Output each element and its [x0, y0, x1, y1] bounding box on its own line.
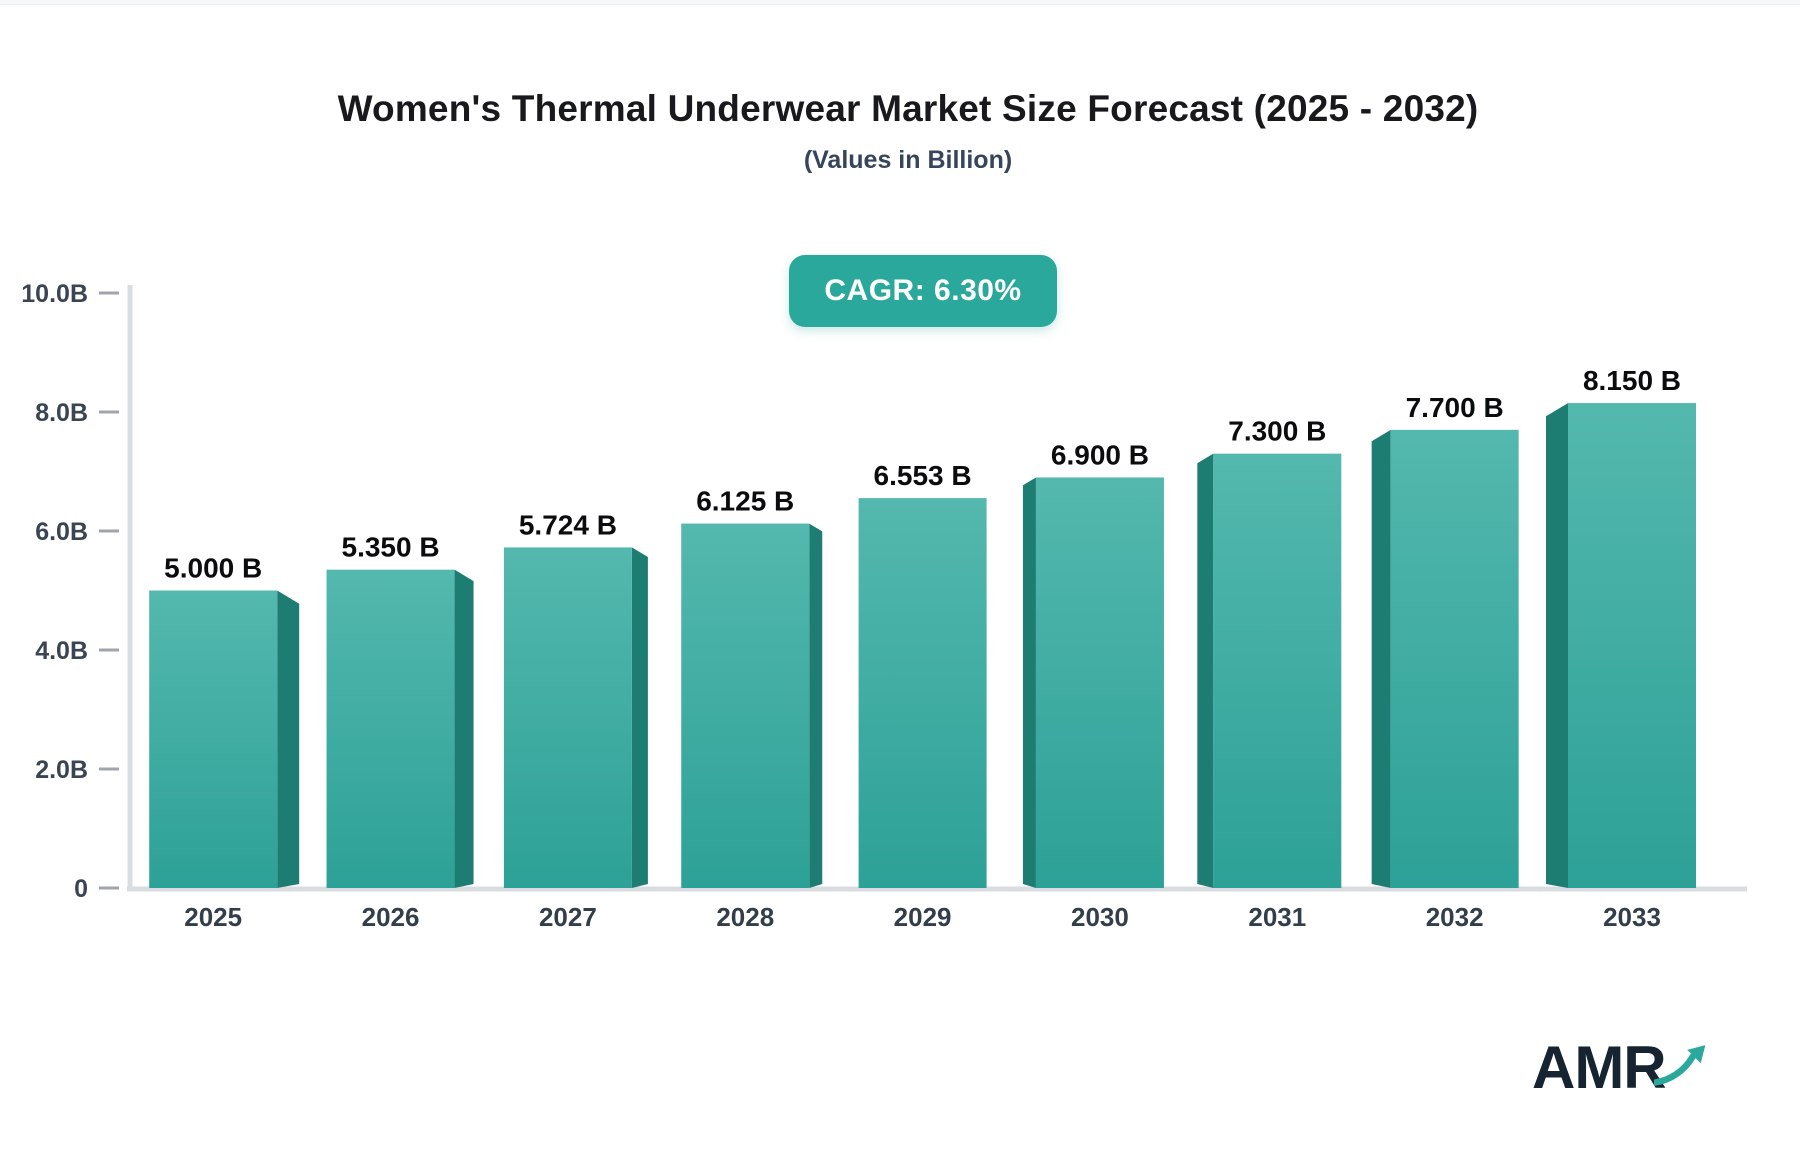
bar-side-face-2027	[631, 547, 648, 888]
y-tick-label: 6.0B	[35, 518, 88, 546]
labels: 5.000 B 2025 5.350 B 2026 5.724 B 2027 6.125 B…	[164, 365, 1681, 932]
x-axis-label-2031: 2031	[1248, 902, 1306, 932]
x-axis-label-2027: 2027	[539, 902, 597, 932]
x-axis-label-2026: 2026	[362, 902, 420, 932]
bar-2030	[1035, 477, 1164, 888]
x-axis-label-2028: 2028	[716, 902, 774, 932]
bar-side-face-2032	[1371, 429, 1391, 888]
x-axis-label-2025: 2025	[184, 902, 242, 932]
bar-side-face-2031	[1197, 453, 1214, 888]
bar-value-label-2030: 6.900 B	[1051, 439, 1149, 470]
bar-value-label-2027: 5.724 B	[519, 509, 617, 540]
y-tick-label: 2.0B	[35, 756, 88, 784]
y-tick-label: 0	[74, 875, 88, 903]
amr-logo: AMR	[1532, 1028, 1712, 1108]
bar-2031	[1213, 453, 1342, 888]
bar-side-face-2033	[1546, 403, 1568, 888]
bar-value-label-2033: 8.150 B	[1583, 365, 1681, 396]
growth-arrow-icon	[1653, 1045, 1705, 1086]
chart-subtitle: (Values in Billion)	[803, 146, 1013, 174]
bar-side-face-2026	[454, 569, 474, 888]
y-tick-label: 10.0B	[21, 280, 88, 308]
cagr-badge: CAGR: 6.30%	[789, 255, 1057, 327]
bar-2026	[326, 569, 455, 888]
y-tick-label: 8.0B	[35, 399, 88, 427]
bar-2032	[1390, 429, 1519, 888]
bar-value-label-2031: 7.300 B	[1228, 416, 1326, 447]
y-tick-label: 4.0B	[35, 637, 88, 665]
bars	[149, 403, 1696, 888]
x-axis-label-2030: 2030	[1071, 902, 1129, 932]
bar-side-face-2030	[1022, 477, 1036, 888]
bar-side-face-2025	[277, 590, 300, 888]
bar-value-label-2028: 6.125 B	[696, 486, 794, 517]
x-axis-label-2029: 2029	[894, 902, 952, 932]
x-axis-label-2033: 2033	[1603, 902, 1661, 932]
bar-2025	[149, 590, 278, 888]
bar-side-face-2028	[809, 523, 823, 888]
bar-2029	[858, 498, 987, 888]
bar-value-label-2026: 5.350 B	[342, 532, 440, 563]
amr-logo-text: AMR	[1532, 1034, 1667, 1101]
bar-value-label-2029: 6.553 B	[874, 460, 972, 491]
bar-2033	[1568, 403, 1696, 888]
bar-2027	[503, 547, 632, 888]
page-top-border	[0, 0, 1800, 5]
bar-2028	[681, 523, 810, 888]
bar-value-label-2025: 5.000 B	[164, 553, 262, 584]
chart-title: Women's Thermal Underwear Market Size Fo…	[337, 88, 1479, 129]
x-axis-label-2032: 2032	[1426, 902, 1484, 932]
axes: 0 2.0B 4.0B 6.0B 8.0B 10.0B	[21, 280, 1747, 903]
cagr-badge-label: CAGR: 6.30%	[824, 274, 1022, 307]
bar-value-label-2032: 7.700 B	[1406, 392, 1504, 423]
